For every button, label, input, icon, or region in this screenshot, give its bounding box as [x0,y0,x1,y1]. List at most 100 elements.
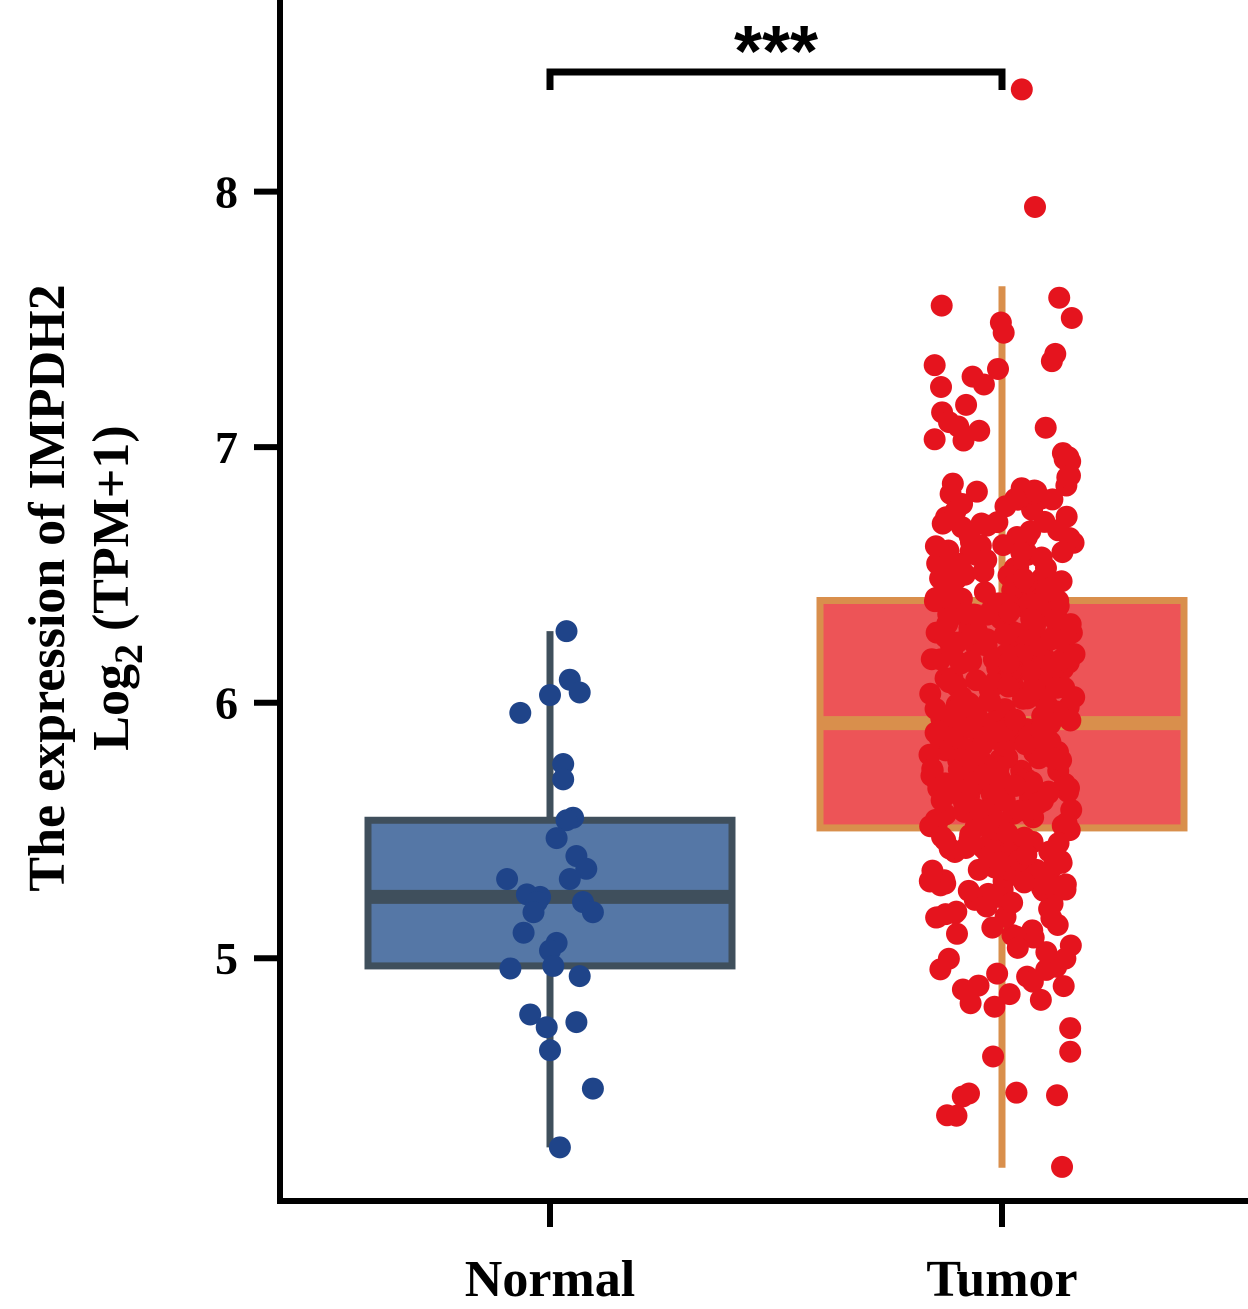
tumor-point [1044,342,1067,365]
tumor-point [1052,975,1075,998]
tumor-point [1053,676,1076,699]
tumor-point [1060,307,1083,330]
tumor-point [1059,1017,1082,1040]
significance-label: *** [734,12,818,92]
tumor-point [1029,988,1052,1011]
tumor-point [996,822,1019,845]
normal-point [552,768,575,791]
tumor-point [1023,678,1046,701]
tumor-point [929,567,952,590]
normal-point [545,827,568,850]
tumor-point [1038,873,1061,896]
tumor-point [945,567,968,590]
tumor-point [967,974,990,997]
tumor-point [1020,607,1043,630]
tumor-point [1046,1084,1069,1107]
normal-point [509,701,532,724]
tumor-point [945,922,968,945]
svg-text:Log2 (TPM+1): Log2 (TPM+1) [83,425,151,750]
tumor-point [1048,286,1071,309]
y-tick-label: 6 [215,678,238,729]
tumor-point [930,294,953,317]
x-ticks: Normal Tumor [465,1201,1078,1308]
tumor-point [1054,775,1077,798]
tumor-point [972,560,995,583]
normal-point [539,684,561,707]
tumor-point [957,1082,980,1105]
tumor-point [955,393,978,416]
tumor-point [1012,567,1035,590]
tumor-point [952,429,975,452]
y-axis-label-subscript: 2 [106,644,151,664]
tumor-point [1022,926,1045,949]
y-axis-label-line1: The expression of IMPDH2 [19,284,76,891]
tumor-point [988,767,1011,790]
tumor-point [993,623,1016,646]
tumor-point [1014,733,1037,756]
tumor-point [1024,195,1046,218]
normal-point [519,1003,542,1026]
tumor-point [976,628,999,651]
normal-point [552,753,575,776]
tumor-point [998,601,1021,624]
tumor-point [1050,749,1073,772]
tumor-point [920,648,943,671]
point-layer [496,78,1086,1178]
tumor-point [1032,731,1055,754]
normal-point [499,957,522,980]
tumor-point [1040,628,1063,651]
tumor-point [998,983,1021,1006]
tumor-point [938,411,961,434]
y-axis-label-tpm: (TPM+1) [83,425,140,644]
tumor-point [1051,442,1074,465]
y-axis-label-log: Log [83,664,140,751]
tumor-point [943,902,966,925]
normal-point [496,868,519,891]
tumor-point [986,511,1009,534]
y-tick-label: 5 [215,933,238,984]
tumor-point [934,772,957,795]
tumor-point [983,995,1006,1018]
significance-bracket-line [546,68,1006,90]
y-tick-label: 8 [215,167,238,218]
tumor-point [1010,78,1033,101]
tumor-point [997,675,1020,698]
tumor-point [930,375,953,398]
tumor-point [1001,891,1024,914]
y-ticks: 5 6 7 8 [215,167,280,984]
tumor-point [1063,643,1086,666]
tumor-point [959,992,982,1015]
tumor-point [1015,843,1038,866]
tumor-point [1051,1155,1074,1178]
normal-point [535,1016,558,1039]
tumor-point [953,791,976,814]
tumor-point [982,1045,1005,1068]
normal-point [555,809,578,832]
tumor-point [939,606,962,629]
tumor-point [972,373,995,396]
normal-point [539,1039,561,1062]
tumor-point [1004,708,1027,731]
tumor-point [965,669,988,692]
tumor-point [988,851,1011,874]
tumor-point [1054,947,1077,970]
normal-point [548,1136,571,1159]
tumor-point [1018,660,1041,683]
tumor-point [1010,541,1033,564]
tumor-point [1055,505,1078,528]
tumor-point [957,879,980,902]
x-tick-label-normal: Normal [465,1251,635,1308]
tumor-point [924,697,947,720]
tumor-point [927,720,950,743]
tumor-point [958,524,981,547]
normal-point [568,965,591,988]
tumor-point [1055,811,1078,834]
tumor-point [1058,464,1081,487]
tumor-point [978,689,1001,712]
tumor-point [1054,873,1077,896]
normal-point [555,620,578,643]
normal-point [581,1077,604,1100]
normal-point [558,868,581,891]
tumor-point [1039,577,1062,600]
normal-point [565,1011,588,1034]
